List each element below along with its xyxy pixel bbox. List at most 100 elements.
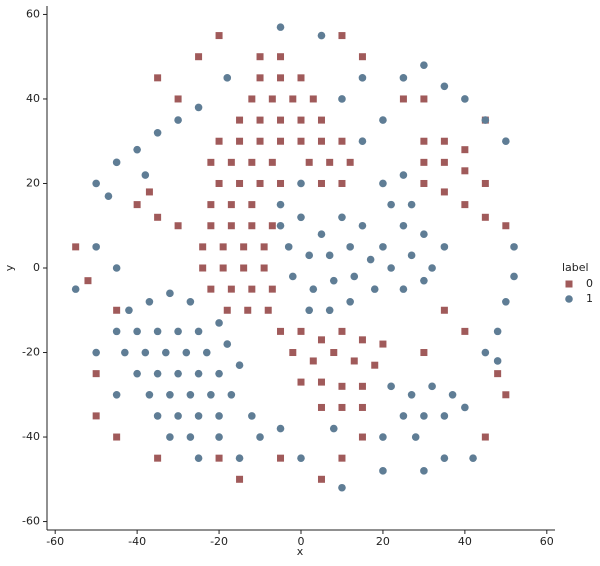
point — [284, 243, 293, 251]
point — [256, 179, 264, 187]
point — [207, 222, 215, 230]
point — [113, 433, 121, 441]
point — [268, 95, 276, 103]
point — [317, 378, 325, 386]
point — [174, 222, 182, 230]
point — [326, 158, 334, 166]
x-tick-label: 20 — [376, 535, 390, 548]
point — [227, 285, 235, 293]
point — [481, 348, 490, 357]
point — [174, 369, 182, 378]
point — [358, 403, 366, 411]
point — [276, 200, 285, 209]
point — [277, 137, 285, 145]
point — [297, 179, 305, 188]
point — [248, 95, 256, 103]
point — [325, 251, 334, 260]
point — [276, 424, 285, 433]
point — [420, 230, 428, 238]
point — [248, 285, 256, 293]
point — [141, 171, 150, 179]
point — [153, 128, 162, 137]
point — [186, 298, 195, 306]
point — [461, 327, 469, 335]
point — [227, 390, 236, 399]
point — [112, 158, 121, 167]
point — [194, 327, 203, 336]
point — [153, 412, 162, 420]
point — [207, 285, 215, 293]
point — [510, 243, 518, 251]
point — [297, 116, 305, 124]
point — [227, 158, 235, 166]
point — [199, 243, 207, 251]
point — [481, 116, 490, 124]
point — [317, 31, 326, 40]
point — [277, 116, 285, 124]
point — [194, 369, 203, 378]
point — [338, 454, 346, 462]
point — [407, 390, 416, 399]
point — [133, 145, 141, 154]
point — [145, 188, 153, 196]
point — [236, 475, 244, 483]
point — [338, 179, 346, 187]
y-tick-label: 60 — [26, 7, 40, 20]
point — [240, 243, 248, 251]
point — [420, 412, 428, 420]
point — [338, 137, 346, 145]
point — [219, 264, 227, 272]
point — [289, 95, 297, 103]
point — [297, 74, 305, 82]
point — [182, 348, 191, 357]
point — [260, 243, 268, 251]
x-tick-label: -40 — [128, 535, 146, 548]
legend-label: 0 — [586, 277, 593, 290]
point — [358, 336, 366, 344]
point — [297, 137, 305, 145]
point — [104, 192, 113, 200]
point — [154, 213, 162, 221]
point — [240, 264, 248, 272]
point — [481, 179, 489, 187]
x-tick-label: 60 — [540, 535, 554, 548]
x-tick-label: 0 — [298, 535, 305, 548]
y-tick-label: 40 — [26, 92, 40, 105]
y-axis-label: y — [3, 264, 16, 271]
point — [207, 201, 215, 209]
point — [493, 357, 502, 365]
point — [113, 306, 121, 314]
point — [236, 179, 244, 187]
point — [202, 348, 211, 357]
point — [461, 167, 469, 175]
point — [399, 412, 408, 420]
point — [92, 179, 100, 188]
point — [215, 369, 223, 378]
point — [420, 61, 428, 69]
point — [379, 433, 387, 441]
point — [248, 201, 256, 209]
point — [440, 82, 449, 91]
point — [145, 298, 154, 306]
point — [399, 95, 407, 103]
point — [133, 327, 141, 336]
point — [399, 221, 408, 230]
point — [277, 53, 285, 61]
point — [256, 433, 264, 441]
point — [317, 475, 325, 483]
point — [420, 179, 428, 187]
point — [502, 137, 510, 146]
point — [133, 369, 141, 378]
point — [338, 483, 346, 492]
point — [297, 327, 305, 335]
point — [236, 116, 244, 124]
point — [329, 276, 338, 285]
point — [112, 264, 121, 272]
point — [358, 137, 367, 146]
point — [297, 213, 305, 222]
point — [420, 349, 428, 357]
point — [440, 137, 448, 145]
point — [256, 53, 264, 61]
y-tick-label: -60 — [22, 515, 40, 528]
point — [379, 243, 387, 251]
